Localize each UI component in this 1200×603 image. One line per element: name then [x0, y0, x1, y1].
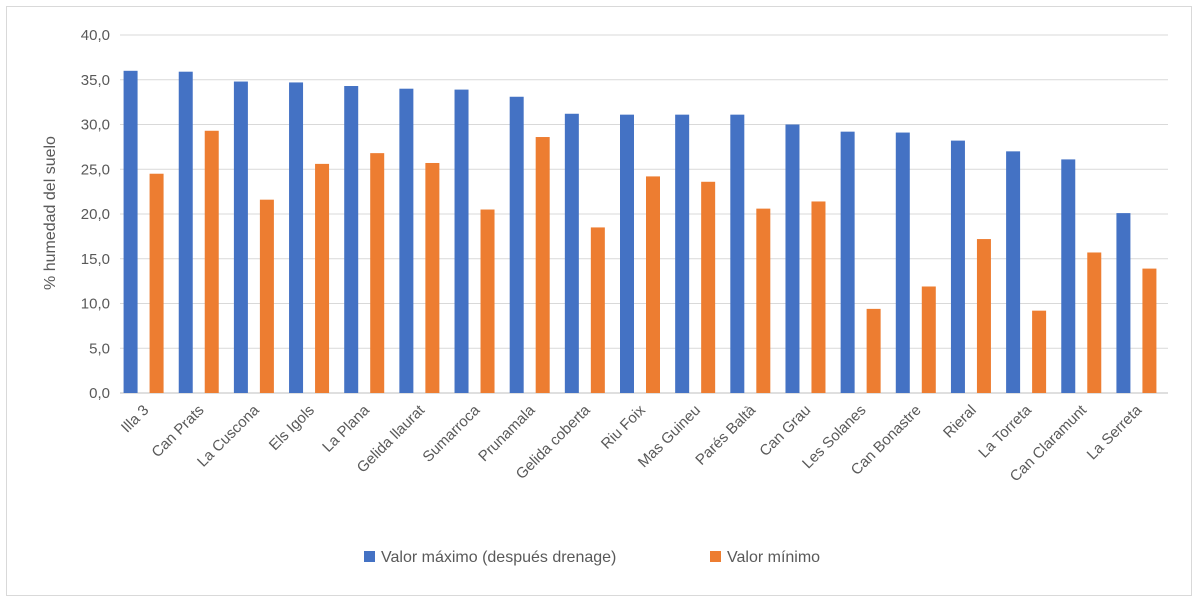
x-tick-label: Parés Baltà: [692, 401, 759, 468]
x-tick-label: Can Grau: [756, 402, 814, 460]
bar-min: [646, 176, 660, 393]
bar-max: [1116, 213, 1131, 393]
x-tick-label: Rieral: [940, 402, 980, 442]
legend-label: Valor máximo (después drenage): [381, 549, 616, 566]
y-tick-label: 10,0: [81, 296, 110, 313]
y-axis-tick-labels: 0,0 5,0 10,0 15,0 20,0 25,0 30,0 35,0 40,0: [81, 27, 110, 402]
y-tick-label: 40,0: [81, 27, 110, 44]
legend-swatch: [364, 551, 375, 562]
legend-label: Valor mínimo: [727, 549, 820, 566]
y-tick-label: 15,0: [81, 251, 110, 268]
bar-min: [590, 227, 605, 393]
x-tick-label: Can Prats: [148, 402, 207, 461]
bar-min: [811, 201, 826, 393]
bar-max: [233, 81, 248, 393]
bar-min: [701, 181, 716, 393]
bar-max: [178, 71, 193, 393]
bar-max: [895, 132, 910, 393]
x-tick-label: La Plana: [319, 401, 373, 455]
bar-max: [840, 131, 855, 393]
x-tick-label: Illa 3: [118, 402, 152, 436]
bar-min: [535, 137, 550, 393]
bar-min: [204, 130, 219, 393]
bars: [123, 70, 1157, 394]
bar-min: [866, 308, 881, 393]
bar-max: [123, 70, 138, 394]
bar-max: [399, 88, 414, 393]
bar-max: [564, 113, 579, 393]
y-tick-label: 35,0: [81, 72, 110, 89]
x-tick-label: La Serreta: [1084, 401, 1146, 463]
bar-max: [509, 96, 524, 393]
bar-min: [149, 173, 164, 393]
y-tick-label: 20,0: [81, 206, 110, 223]
y-tick-label: 5,0: [89, 340, 110, 357]
bar-max: [675, 114, 690, 393]
bar-min: [315, 163, 330, 393]
y-axis-title: % humedad del suelo: [42, 136, 59, 290]
bar-min: [259, 199, 274, 393]
x-tick-label: Els Igols: [266, 402, 318, 454]
bar-min: [976, 239, 991, 393]
y-tick-label: 30,0: [81, 117, 110, 134]
bar-max: [344, 86, 359, 393]
bar-min: [370, 153, 385, 393]
bar-min: [1087, 252, 1102, 393]
x-tick-label: Sumarroca: [419, 401, 483, 465]
bar-max: [950, 140, 965, 393]
bar-max: [1006, 151, 1021, 393]
bar-min: [425, 162, 440, 393]
bar-max: [785, 124, 800, 393]
legend: Valor máximo (después drenage) Valor míni…: [364, 549, 820, 566]
x-tick-label: Riu Foix: [598, 401, 649, 452]
bar-max: [454, 89, 469, 393]
legend-swatch: [710, 551, 721, 562]
bar-max: [730, 114, 745, 393]
bar-max: [620, 114, 634, 393]
y-tick-label: 0,0: [89, 385, 110, 402]
bar-min: [921, 286, 936, 393]
y-tick-label: 25,0: [81, 161, 110, 178]
bar-min: [1032, 310, 1047, 393]
bar-max: [1061, 159, 1076, 393]
bar-min: [756, 208, 771, 393]
bar-min: [1142, 268, 1157, 393]
bar-max: [289, 82, 304, 393]
bar-min: [480, 209, 495, 393]
